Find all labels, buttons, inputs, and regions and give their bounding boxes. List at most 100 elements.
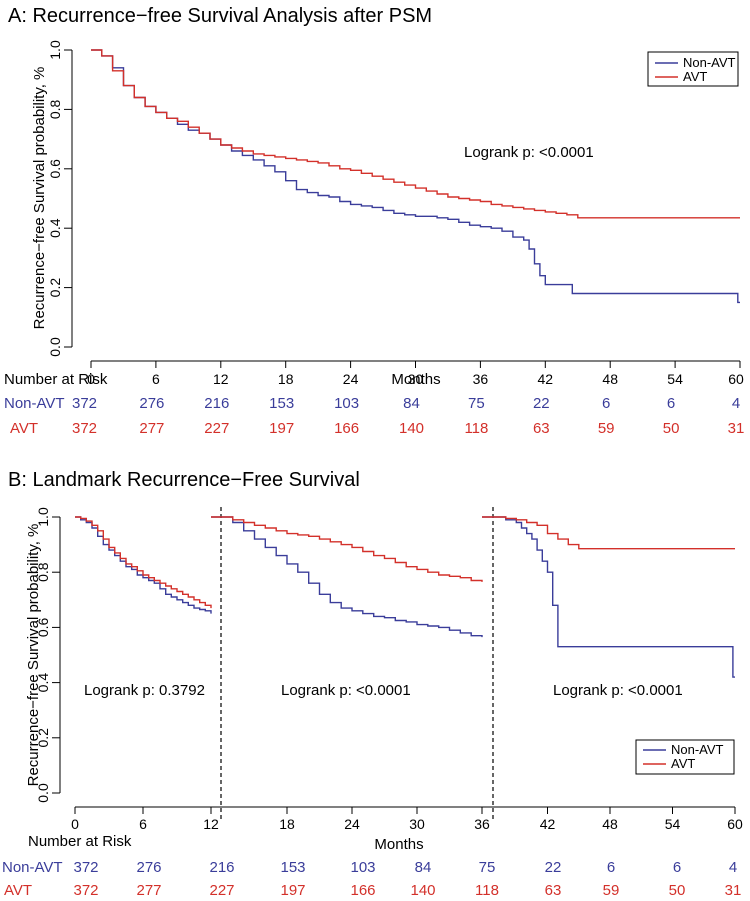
panel-b-xtick-label: 54 [665, 816, 681, 832]
panel-b-ytick-label: 0.6 [35, 617, 51, 637]
panel-b-risk-label-non-avt: Non-AVT [2, 859, 63, 876]
panel-b-risk-value: 63 [545, 882, 562, 899]
panel-a-xtick-label: 60 [728, 371, 744, 387]
panel-b-risk-value: 372 [73, 882, 98, 899]
panel-b1-curve-non-avt [75, 516, 212, 614]
panel-b-logrank-3: Logrank p: <0.0001 [553, 682, 683, 699]
panel-a-risk-value: 31 [728, 420, 745, 437]
panel-a-xlabel: Months [391, 371, 440, 388]
panel-a-ytick-label: 0.0 [47, 337, 63, 357]
panel-b-xtick-label: 6 [139, 816, 147, 832]
panel-b3-curve-avt [482, 516, 735, 550]
panel-b-legend-avt: AVT [671, 756, 695, 771]
panel-b-risk-value: 6 [607, 859, 615, 876]
panel-b-risk-value: 118 [475, 882, 499, 899]
panel-a-legend-avt: AVT [683, 69, 707, 84]
panel-a-risk-value: 118 [464, 420, 488, 437]
panel-b-risk-value: 6 [673, 859, 681, 876]
panel-b-risk-value: 75 [479, 859, 496, 876]
panel-b-risk-value: 227 [209, 882, 234, 899]
panel-b-risk-value: 84 [415, 859, 432, 876]
panel-a-curve-non-avt [91, 49, 740, 304]
panel-b-risk-value: 31 [725, 882, 742, 899]
panel-b-risk-value: 140 [410, 882, 435, 899]
panel-b-legend: Non-AVT AVT [635, 739, 735, 775]
panel-a-xtick-label: 54 [667, 371, 683, 387]
panel-a-risk-value: 75 [468, 395, 485, 412]
panel-a-risk-value: 63 [533, 420, 550, 437]
panel-a-risk-value: 4 [732, 395, 740, 412]
panel-b3-curve-non-avt [482, 516, 735, 678]
panel-a-risk-value: 140 [399, 420, 424, 437]
panel-b-logrank-2: Logrank p: <0.0001 [281, 682, 411, 699]
panel-a-title: A: Recurrence−free Survival Analysis aft… [8, 5, 432, 27]
panel-b-risk-value: 216 [209, 859, 234, 876]
panel-b-ytick-label: 0.8 [35, 562, 51, 582]
panel-a-ytick-label: 0.4 [47, 218, 63, 238]
panel-a-xtick-label: 36 [473, 371, 489, 387]
panel-b-risk-value: 50 [669, 882, 686, 899]
panel-b-title: B: Landmark Recurrence−Free Survival [8, 469, 360, 491]
panel-a-ytick-label: 0.6 [47, 159, 63, 179]
panel-a-risk-label-non-avt: Non-AVT [4, 395, 65, 412]
panel-a-legend: Non-AVT AVT [647, 51, 739, 87]
panel-b-xtick-label: 60 [727, 816, 743, 832]
panel-b-risk-value: 166 [350, 882, 375, 899]
panel-b-risk-value: 22 [545, 859, 562, 876]
panel-a-ytick-label: 0.2 [47, 278, 63, 298]
panel-b-xtick-label: 12 [203, 816, 219, 832]
panel-b-ytick-label: 1.0 [35, 507, 51, 527]
panel-b-ylabel: Recurrence−free Survival probability, % [25, 524, 42, 787]
panel-a-xtick-label: 42 [538, 371, 554, 387]
panel-b-xtick-label: 36 [474, 816, 490, 832]
panel-a-xtick-label: 6 [152, 371, 160, 387]
panel-b1-curve-avt [75, 516, 212, 609]
panel-a-xtick-label: 0 [87, 371, 95, 387]
panel-a-risk-value: 216 [204, 395, 229, 412]
panel-a-risk-value: 22 [533, 395, 550, 412]
panel-a-xtick-label: 48 [602, 371, 618, 387]
panel-a-ytick-label: 0.8 [47, 99, 63, 119]
panel-b-xtick-label: 18 [279, 816, 295, 832]
panel-b-risk-value: 372 [73, 859, 98, 876]
panel-a-risk-title: Number at Risk [4, 371, 108, 388]
panel-a-legend-box [647, 51, 739, 87]
panel-b-risk-value: 276 [136, 859, 161, 876]
panel-b-risk-value: 153 [280, 859, 305, 876]
panel-a-risk-value: 50 [663, 420, 680, 437]
panel-b-xlabel: Months [374, 836, 423, 853]
panel-b-risk-value: 277 [136, 882, 161, 899]
panel-a-risk-value: 227 [204, 420, 229, 437]
panel-b-legend-box [635, 739, 735, 775]
panel-a-risk-value: 153 [269, 395, 294, 412]
panel-b-xtick-label: 24 [344, 816, 360, 832]
panel-a-curve-avt [91, 49, 740, 219]
panel-a-risk-value: 59 [598, 420, 615, 437]
panel-b-ytick-label: 0.0 [35, 783, 51, 803]
panel-b-risk-title: Number at Risk [28, 833, 132, 850]
panel-b-xtick-label: 30 [409, 816, 425, 832]
panel-a-risk-label-avt: AVT [10, 420, 38, 437]
panel-a-risk-value: 276 [139, 395, 164, 412]
panel-a-ylabel: Recurrence−free Survival probability, % [31, 67, 48, 330]
panel-a-risk-value: 197 [269, 420, 294, 437]
panel-b2-curve-non-avt [211, 516, 483, 638]
panel-b-logrank-1: Logrank p: 0.3792 [84, 682, 205, 699]
panel-b-xtick-label: 48 [602, 816, 618, 832]
panel-a-risk-value: 372 [72, 395, 97, 412]
panel-b-ytick-label: 0.2 [35, 728, 51, 748]
panel-a-xtick-label: 24 [343, 371, 359, 387]
panel-a-legend-non-avt: Non-AVT [683, 55, 736, 70]
panel-a-xtick-label: 18 [278, 371, 294, 387]
panel-b-legend-non-avt: Non-AVT [671, 742, 724, 757]
panel-a-xtick-label: 12 [213, 371, 229, 387]
panel-a-logrank: Logrank p: <0.0001 [464, 144, 594, 161]
panel-b2-curve-avt [211, 516, 483, 582]
panel-a-risk-value: 6 [667, 395, 675, 412]
panel-a-xtick-label: 30 [408, 371, 424, 387]
panel-a-risk-value: 277 [139, 420, 164, 437]
panel-b-risk-value: 59 [603, 882, 620, 899]
panel-a-risk-value: 103 [334, 395, 359, 412]
panel-b-risk-value: 103 [350, 859, 375, 876]
